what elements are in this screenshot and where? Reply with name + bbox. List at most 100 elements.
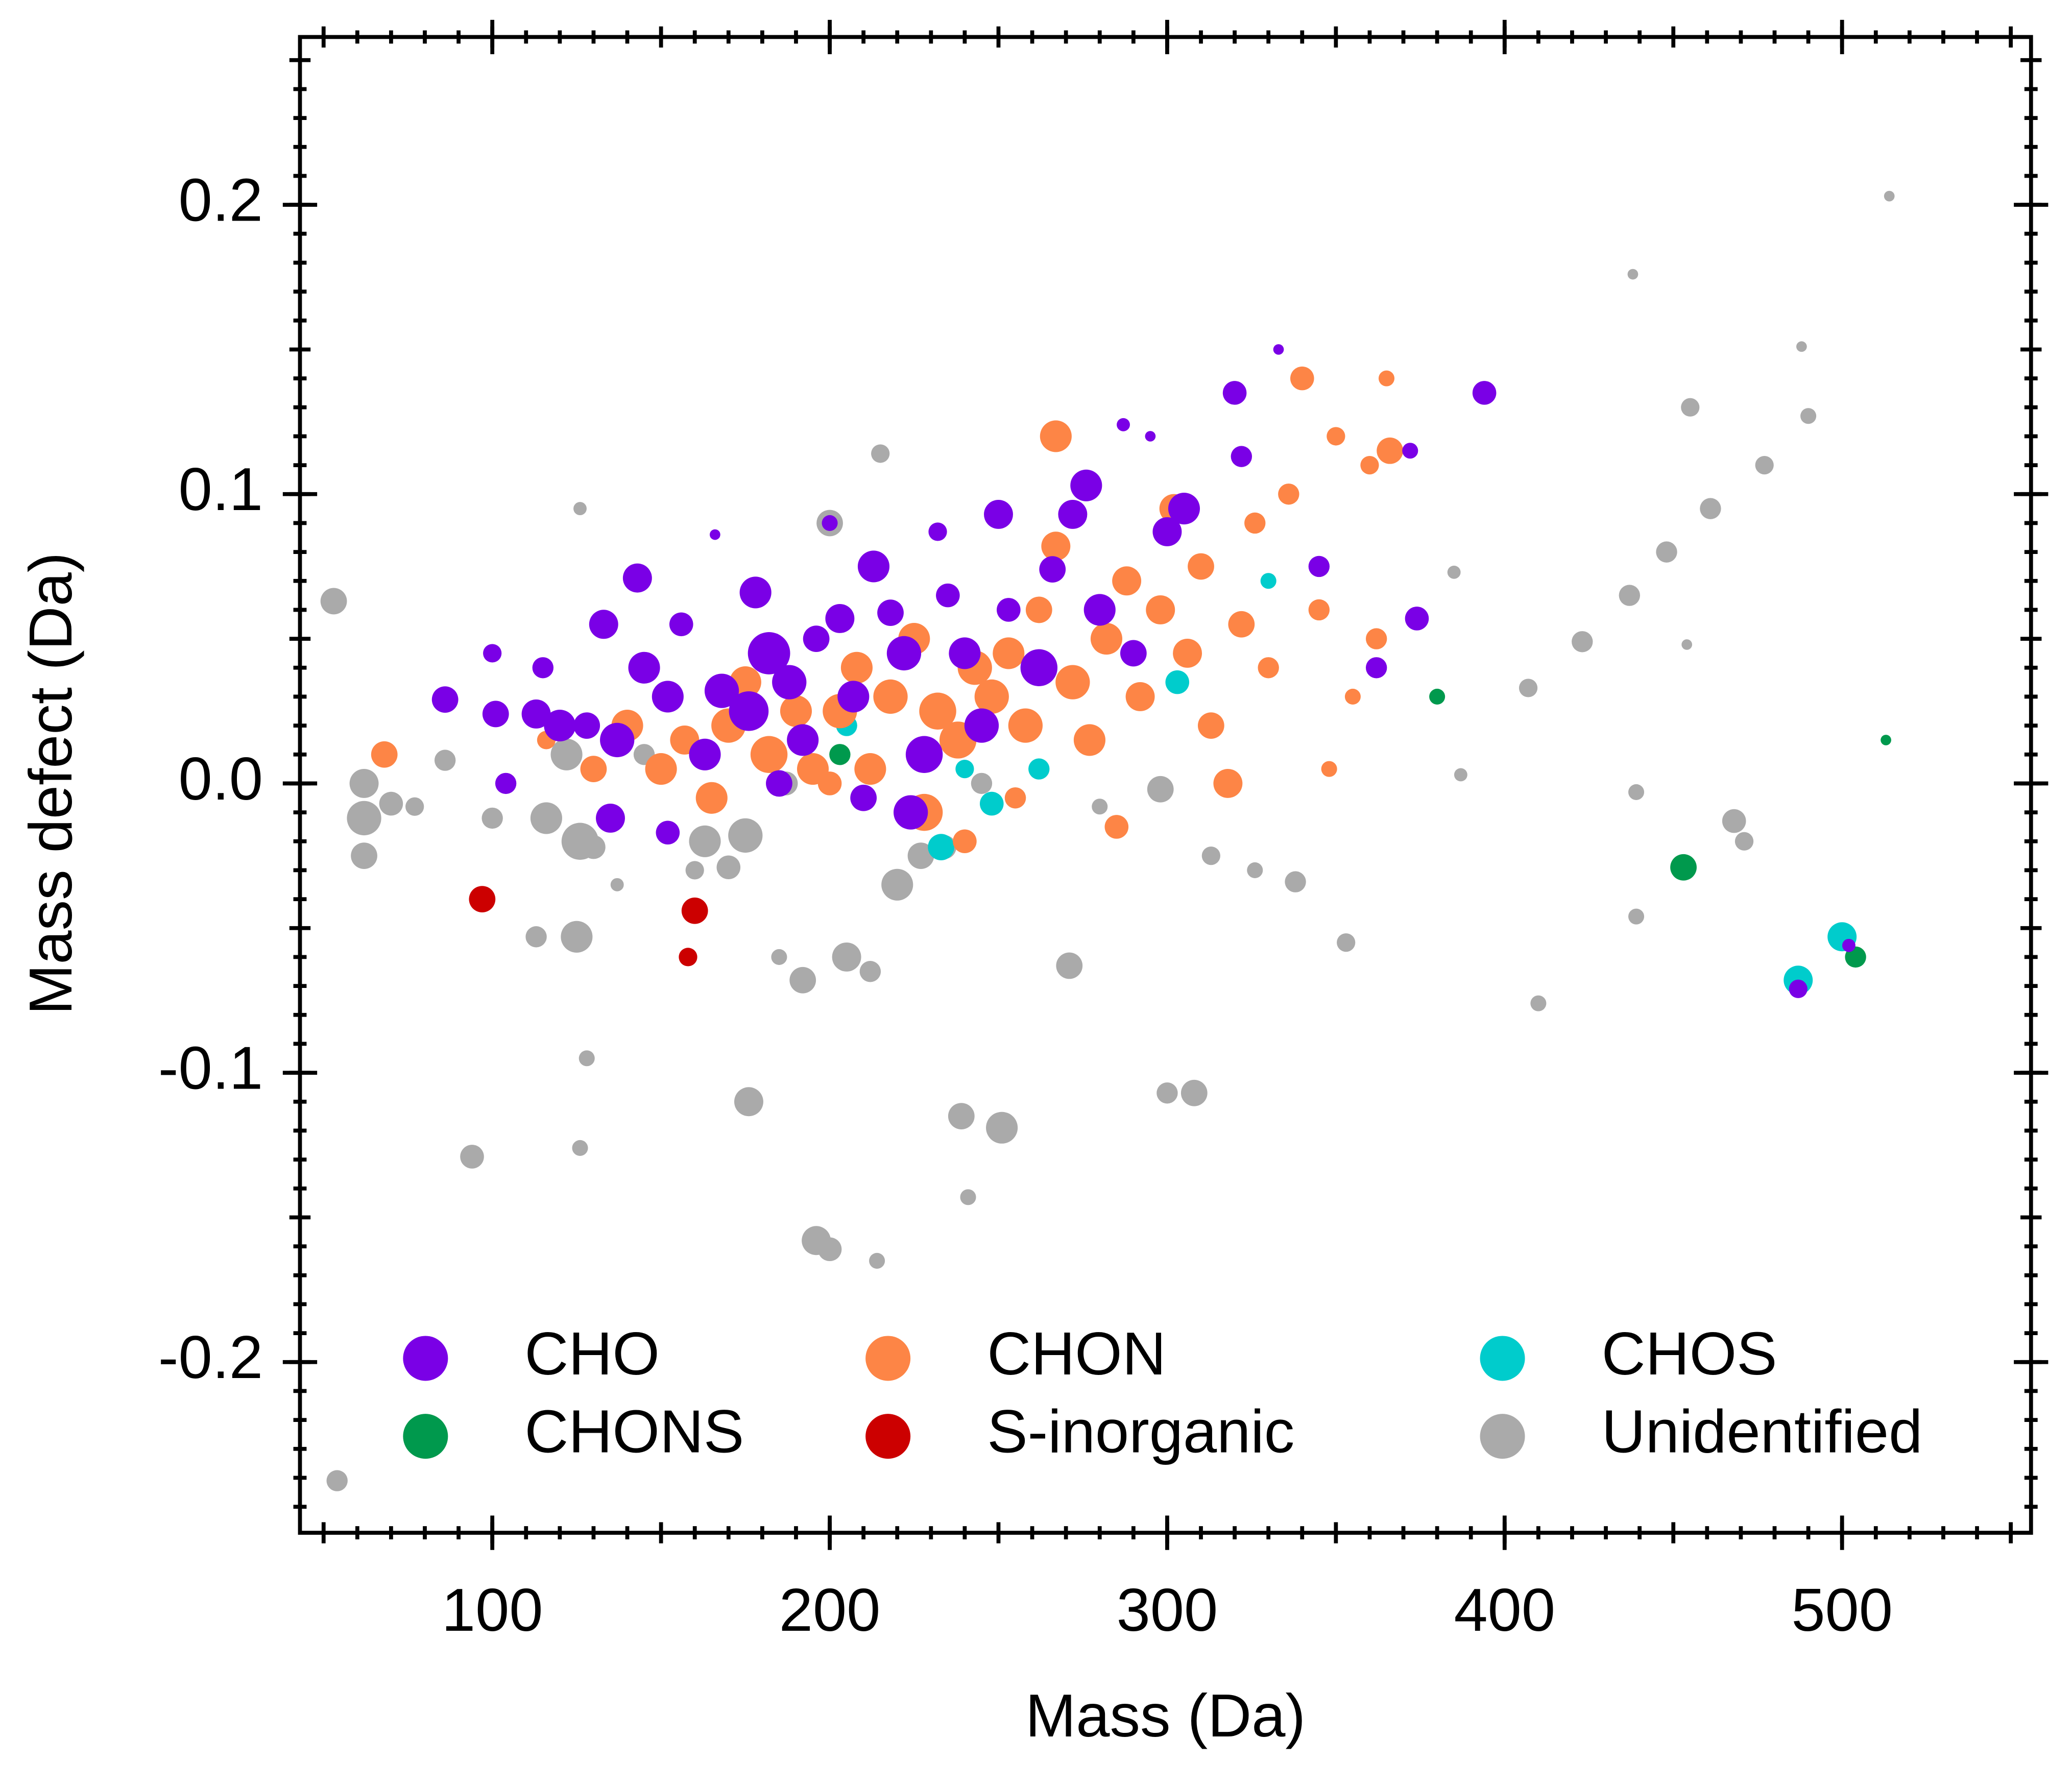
point (1040, 420, 1072, 452)
point (1327, 427, 1345, 446)
point (907, 842, 934, 869)
point (405, 797, 424, 816)
legend-marker (865, 1336, 911, 1381)
point (1120, 640, 1147, 667)
point (825, 603, 855, 633)
point (1125, 682, 1155, 711)
point (573, 502, 587, 516)
point (582, 835, 606, 859)
legend-label: S-inorganic (987, 1398, 1294, 1466)
point (530, 802, 562, 834)
point (734, 1087, 763, 1117)
point (822, 515, 838, 531)
point (460, 1145, 484, 1169)
point (1365, 657, 1387, 679)
point (1402, 443, 1418, 459)
point (710, 529, 720, 540)
point (482, 701, 509, 728)
point (1755, 455, 1774, 475)
point (964, 708, 999, 743)
legend-marker (1480, 1336, 1525, 1381)
x-axis-label: Mass (Da) (1025, 1682, 1306, 1750)
point (1278, 484, 1299, 505)
point (628, 651, 660, 684)
y-tick-label: -0.1 (158, 1034, 263, 1102)
point (1734, 832, 1754, 851)
point (434, 750, 456, 771)
point (349, 768, 379, 798)
point (971, 772, 993, 794)
point (679, 948, 697, 967)
legend-marker (1480, 1414, 1525, 1459)
point (1201, 846, 1220, 865)
point (685, 861, 704, 880)
point (1213, 768, 1243, 798)
point (572, 1140, 588, 1156)
point (1039, 556, 1066, 583)
point (1231, 446, 1252, 467)
point (525, 926, 547, 948)
point (326, 1470, 348, 1491)
point (832, 942, 861, 972)
point (610, 878, 624, 891)
point (1800, 408, 1817, 424)
point (928, 834, 955, 860)
point (431, 686, 459, 713)
point (869, 1252, 885, 1269)
point (1670, 854, 1697, 881)
point (803, 625, 830, 652)
point (1152, 517, 1182, 546)
x-tick-label: 400 (1454, 1576, 1555, 1644)
y-tick-label: 0.0 (179, 745, 263, 813)
x-tick-label: 200 (779, 1576, 881, 1644)
point (1112, 566, 1142, 596)
point (905, 736, 943, 774)
point (979, 791, 1004, 816)
point (928, 522, 947, 541)
point (1627, 269, 1639, 280)
point (689, 738, 721, 770)
point (1258, 657, 1279, 679)
legend-marker (403, 1414, 448, 1459)
point (1344, 688, 1361, 705)
point (1519, 679, 1538, 697)
point (1004, 787, 1026, 809)
point (1405, 607, 1429, 631)
point (729, 691, 769, 731)
point (850, 784, 877, 811)
legend-marker (865, 1414, 911, 1459)
point (573, 712, 600, 739)
point (1472, 381, 1497, 405)
point (766, 770, 792, 797)
point (817, 1237, 842, 1262)
point (739, 576, 772, 609)
point (656, 820, 680, 845)
point (580, 756, 607, 782)
point (1260, 573, 1276, 589)
point (787, 724, 819, 756)
point (689, 825, 721, 857)
point (854, 753, 886, 785)
legend-label: Unidentified (1602, 1398, 1923, 1466)
point (1244, 512, 1266, 534)
y-axis-label: Mass defect (Da) (17, 552, 85, 1015)
point (596, 803, 625, 833)
point (955, 759, 974, 779)
point (1454, 768, 1467, 782)
point (550, 738, 583, 770)
point (652, 681, 684, 713)
point (993, 637, 1025, 669)
point (622, 563, 652, 593)
point (1055, 665, 1090, 699)
point (837, 681, 870, 713)
y-tick-label: 0.2 (179, 166, 263, 234)
point (1090, 623, 1123, 655)
point (1025, 596, 1052, 623)
legend-label: CHOS (1602, 1320, 1777, 1388)
point (589, 610, 618, 639)
point (1008, 708, 1043, 743)
point (1285, 871, 1306, 892)
point (974, 679, 1009, 714)
point (600, 722, 635, 758)
